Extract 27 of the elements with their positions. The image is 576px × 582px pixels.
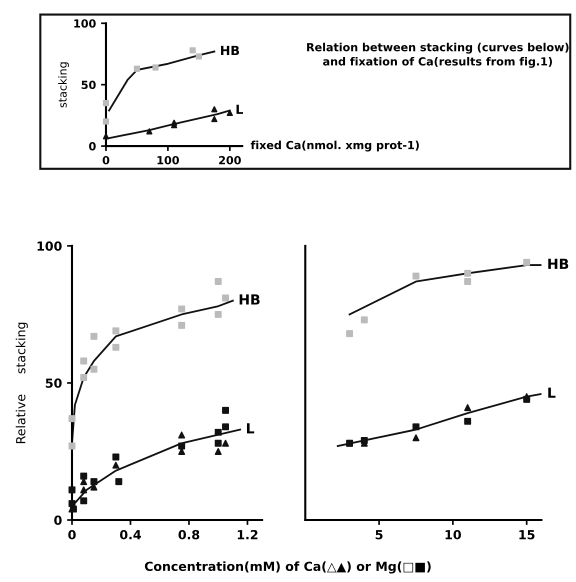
y-tick-label: 100 bbox=[74, 19, 96, 28]
x-tick-label: 0.4 bbox=[120, 530, 141, 540]
series-label: L bbox=[548, 388, 556, 398]
x-tick-label: 0.8 bbox=[178, 530, 200, 540]
series-label: L bbox=[246, 423, 254, 434]
series-label: HB bbox=[548, 258, 568, 269]
x-tick-label: 0 bbox=[68, 530, 76, 540]
x-axis-title: Concentration(mM) of Ca(△▲) or Mg(□■) bbox=[144, 561, 431, 574]
x-tick-label: 100 bbox=[158, 156, 179, 164]
x-tick-label: 0 bbox=[102, 156, 110, 164]
series-label: HB bbox=[240, 294, 260, 305]
series-label: HB bbox=[221, 46, 240, 55]
x-tick-label: 200 bbox=[219, 156, 241, 164]
y-axis-title: stacking bbox=[58, 62, 69, 108]
x-tick-label: 1.2 bbox=[238, 530, 258, 540]
y-tick-label: 50 bbox=[46, 378, 62, 388]
x-axis-title: fixed Ca(nmol. xmg prot-1) bbox=[250, 140, 419, 152]
series-label: L bbox=[236, 104, 244, 114]
y-tick-label: 50 bbox=[82, 80, 96, 90]
y-tick-label: 0 bbox=[54, 515, 62, 525]
y-tick-label: 0 bbox=[89, 142, 96, 150]
x-tick-label: 15 bbox=[519, 530, 535, 540]
x-tick-label: 10 bbox=[446, 530, 461, 540]
y-axis-title: Relative stacking bbox=[16, 322, 28, 444]
x-tick-label: 5 bbox=[376, 530, 383, 540]
text: Relation between stacking (curves below) and fixation of Ca(results from fig.1) bbox=[307, 42, 568, 68]
y-tick-label: 100 bbox=[38, 241, 62, 251]
